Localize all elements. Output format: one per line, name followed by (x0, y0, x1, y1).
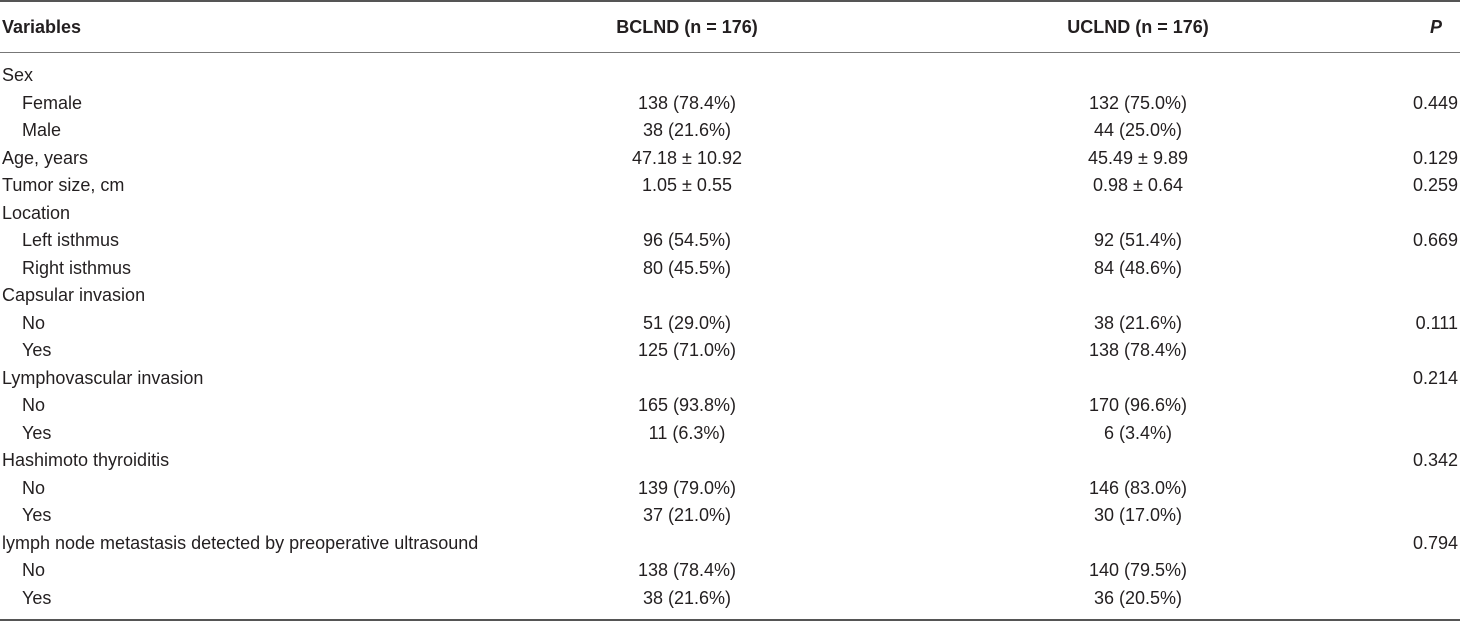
table-row: Sex (0, 62, 1460, 90)
table-row: No 138 (78.4%) 140 (79.5%) (0, 557, 1460, 585)
row-label: Yes (22, 505, 52, 525)
row-label: Location (2, 202, 71, 223)
row-bclnd-value: 165 (93.8%) (637, 395, 737, 415)
table-row: Yes 38 (21.6%) 36 (20.5%) (0, 585, 1460, 613)
row-bclnd-value: 96 (54.5%) (642, 230, 732, 250)
row-label: Female (22, 92, 83, 113)
row-p-value: 0.214 (1412, 367, 1458, 388)
row-uclnd-value: 30 (17.0%) (1093, 505, 1183, 525)
row-uclnd-value: 84 (48.6%) (1093, 257, 1183, 278)
table-row: Location (0, 200, 1460, 228)
row-bclnd-value: 125 (71.0%) (637, 340, 737, 360)
table-row: Hashimoto thyroiditis 0.342 (0, 447, 1460, 475)
row-label: Male (22, 120, 62, 140)
row-uclnd-value: 140 (79.5%) (1088, 560, 1188, 580)
table-row: Female 138 (78.4%) 132 (75.0%) 0.449 (0, 90, 1460, 118)
table-row: Tumor size, cm 1.05 ± 0.55 0.98 ± 0.64 0.25… (0, 172, 1460, 200)
row-p-value: 0.669 (1412, 230, 1458, 250)
row-uclnd-value: 44 (25.0%) (1093, 120, 1183, 140)
row-bclnd-value: 138 (78.4%) (637, 560, 737, 580)
row-label: Capsular invasion (2, 285, 146, 305)
row-label: Hashimoto thyroiditis (2, 450, 170, 470)
table-row: Male 38 (21.6%) 44 (25.0%) (0, 117, 1460, 145)
table-row: Yes 11 (6.3%) 6 (3.4%) (0, 420, 1460, 448)
table-row: No 165 (93.8%) 170 (96.6%) (0, 392, 1460, 420)
row-bclnd-value: 1.05 ± 0.55 (642, 175, 732, 195)
row-label: No (22, 312, 46, 333)
row-label: Right isthmus (22, 257, 132, 278)
row-p-value: 0.129 (1412, 147, 1458, 168)
row-p-value: 0.794 (1412, 532, 1458, 553)
row-label: lymph node metastasis detected by preope… (2, 532, 479, 553)
table-row: Lymphovascular invasion 0.214 (0, 365, 1460, 393)
table-row: No 139 (79.0%) 146 (83.0%) (0, 475, 1460, 503)
row-p-value: 0.342 (1412, 450, 1458, 470)
row-label: Yes (22, 587, 52, 608)
row-bclnd-value: 38 (21.6%) (642, 587, 732, 608)
table-top-rule (0, 0, 1460, 2)
row-uclnd-value: 92 (51.4%) (1093, 230, 1183, 250)
row-uclnd-value: 36 (20.5%) (1093, 587, 1183, 608)
table-header-row: Variables BCLND (n = 176) UCLND (n = 176… (0, 12, 1460, 42)
header-p: P (1429, 17, 1442, 37)
table-row: Yes 37 (21.0%) 30 (17.0%) (0, 502, 1460, 530)
row-p-value: 0.111 (1415, 312, 1458, 333)
row-bclnd-value: 51 (29.0%) (642, 312, 732, 333)
row-label: Yes (22, 340, 52, 360)
table-row: Age, years 47.18 ± 10.92 45.49 ± 9.89 0.129 (0, 145, 1460, 173)
row-label: Lymphovascular invasion (2, 367, 204, 388)
row-label: No (22, 477, 46, 498)
table-header-rule (0, 52, 1460, 53)
row-uclnd-value: 6 (3.4%) (1103, 422, 1173, 443)
row-uclnd-value: 132 (75.0%) (1088, 92, 1188, 113)
table-row: lymph node metastasis detected by preope… (0, 530, 1460, 558)
row-uclnd-value: 0.98 ± 0.64 (1093, 175, 1183, 195)
row-label: Age, years (2, 147, 89, 168)
table-row: Left isthmus 96 (54.5%) 92 (51.4%) 0.669 (0, 227, 1460, 255)
table-row: Capsular invasion (0, 282, 1460, 310)
row-bclnd-value: 47.18 ± 10.92 (632, 147, 742, 168)
row-bclnd-value: 37 (21.0%) (642, 505, 732, 525)
row-label: Tumor size, cm (2, 175, 125, 195)
row-bclnd-value: 80 (45.5%) (642, 257, 732, 278)
row-label: No (22, 395, 46, 415)
row-label: Sex (2, 65, 34, 85)
row-bclnd-value: 11 (6.3%) (648, 422, 726, 443)
row-label: No (22, 560, 46, 580)
table-row: No 51 (29.0%) 38 (21.6%) 0.111 (0, 310, 1460, 338)
row-p-value: 0.449 (1412, 92, 1458, 113)
header-variables: Variables (2, 17, 82, 37)
table-row: Yes 125 (71.0%) 138 (78.4%) (0, 337, 1460, 365)
row-uclnd-value: 138 (78.4%) (1088, 340, 1188, 360)
row-uclnd-value: 38 (21.6%) (1093, 312, 1183, 333)
table-bottom-rule (0, 619, 1460, 621)
row-label: Yes (22, 422, 52, 443)
row-uclnd-value: 146 (83.0%) (1088, 477, 1188, 498)
row-bclnd-value: 139 (79.0%) (637, 477, 737, 498)
row-uclnd-value: 45.49 ± 9.89 (1088, 147, 1188, 168)
row-bclnd-value: 138 (78.4%) (637, 92, 737, 113)
header-bclnd: BCLND (n = 176) (616, 17, 758, 37)
row-label: Left isthmus (22, 230, 120, 250)
row-p-value: 0.259 (1412, 175, 1458, 195)
row-bclnd-value: 38 (21.6%) (642, 120, 732, 140)
header-uclnd: UCLND (n = 176) (1067, 17, 1209, 37)
row-uclnd-value: 170 (96.6%) (1088, 395, 1188, 415)
table-row: Right isthmus 80 (45.5%) 84 (48.6%) (0, 255, 1460, 283)
